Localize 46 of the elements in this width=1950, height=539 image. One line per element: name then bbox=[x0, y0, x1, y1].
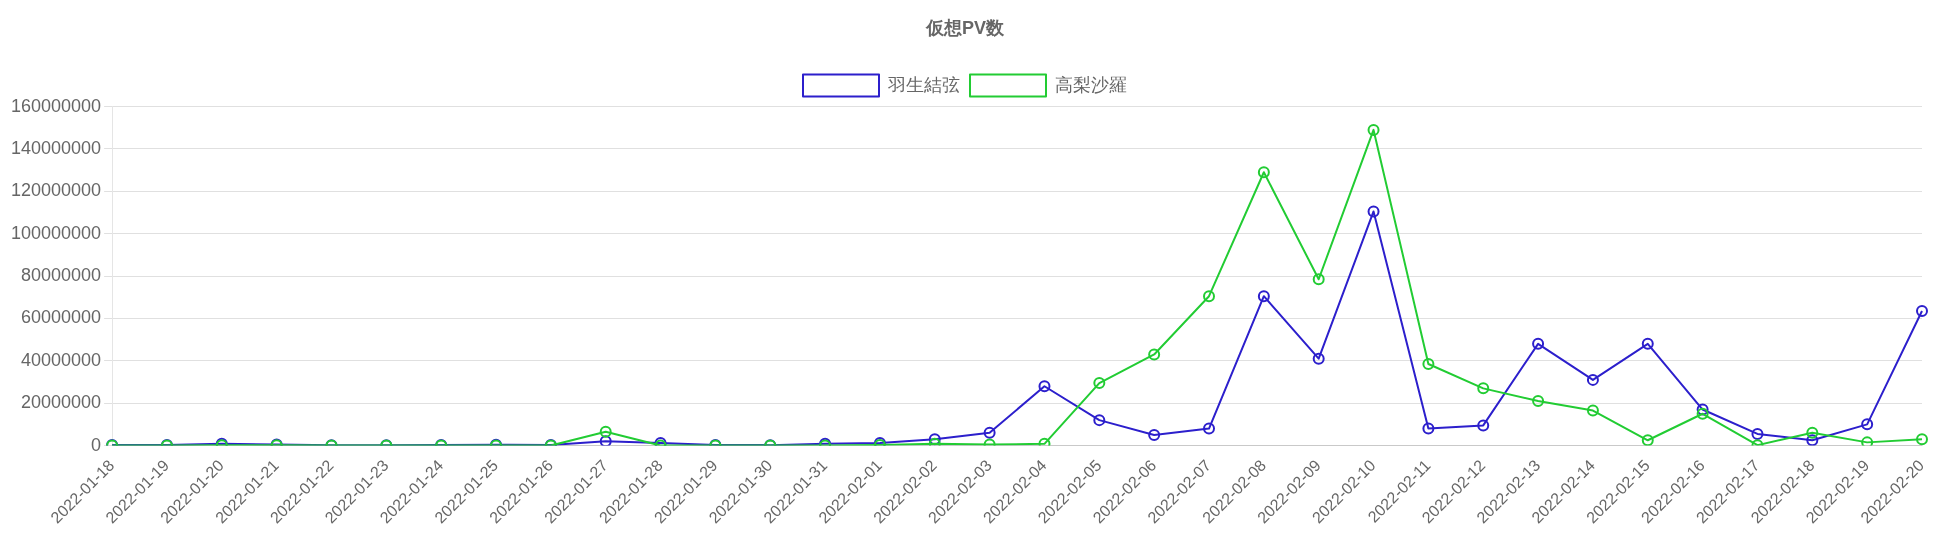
point bbox=[599, 425, 612, 438]
point bbox=[1696, 407, 1709, 420]
point bbox=[1916, 433, 1928, 446]
point bbox=[1038, 380, 1051, 393]
point bbox=[1586, 404, 1599, 417]
point bbox=[1861, 436, 1874, 446]
y-tick-label: 0 bbox=[91, 434, 102, 455]
legend-label: 高梨沙羅 bbox=[1055, 74, 1127, 95]
point bbox=[1641, 434, 1654, 446]
point bbox=[1312, 273, 1325, 286]
point bbox=[1586, 373, 1599, 386]
y-tick-label: 80000000 bbox=[21, 265, 102, 286]
point bbox=[599, 435, 612, 446]
y-tick-label: 160000000 bbox=[10, 95, 102, 116]
y-tick-label: 100000000 bbox=[10, 222, 102, 243]
point bbox=[1093, 414, 1106, 427]
point bbox=[1148, 428, 1161, 441]
point bbox=[1257, 290, 1270, 303]
point bbox=[983, 426, 996, 439]
point bbox=[1477, 382, 1490, 395]
point bbox=[1093, 377, 1106, 390]
point bbox=[1203, 422, 1216, 435]
legend-label: 羽生結弦 bbox=[887, 74, 960, 95]
point bbox=[1422, 422, 1435, 435]
point bbox=[1641, 337, 1654, 350]
point bbox=[1916, 305, 1928, 318]
point bbox=[1806, 426, 1819, 439]
y-tick-label: 40000000 bbox=[21, 349, 102, 370]
point bbox=[1367, 205, 1380, 218]
point bbox=[1422, 357, 1435, 370]
point bbox=[1148, 348, 1161, 361]
point bbox=[1203, 290, 1216, 303]
chart-title: 仮想PV数 bbox=[924, 17, 1005, 38]
point bbox=[1532, 337, 1545, 350]
point bbox=[1532, 395, 1545, 408]
point bbox=[1477, 419, 1490, 432]
y-tick-label: 60000000 bbox=[21, 307, 102, 328]
y-tick-label: 20000000 bbox=[21, 392, 102, 413]
y-tick-label: 120000000 bbox=[10, 180, 102, 201]
point bbox=[1257, 166, 1270, 179]
point bbox=[1861, 418, 1874, 431]
point bbox=[1751, 427, 1764, 440]
point bbox=[1806, 434, 1819, 446]
point bbox=[1696, 403, 1709, 416]
point bbox=[1312, 352, 1325, 365]
y-tick-label: 140000000 bbox=[10, 137, 102, 158]
